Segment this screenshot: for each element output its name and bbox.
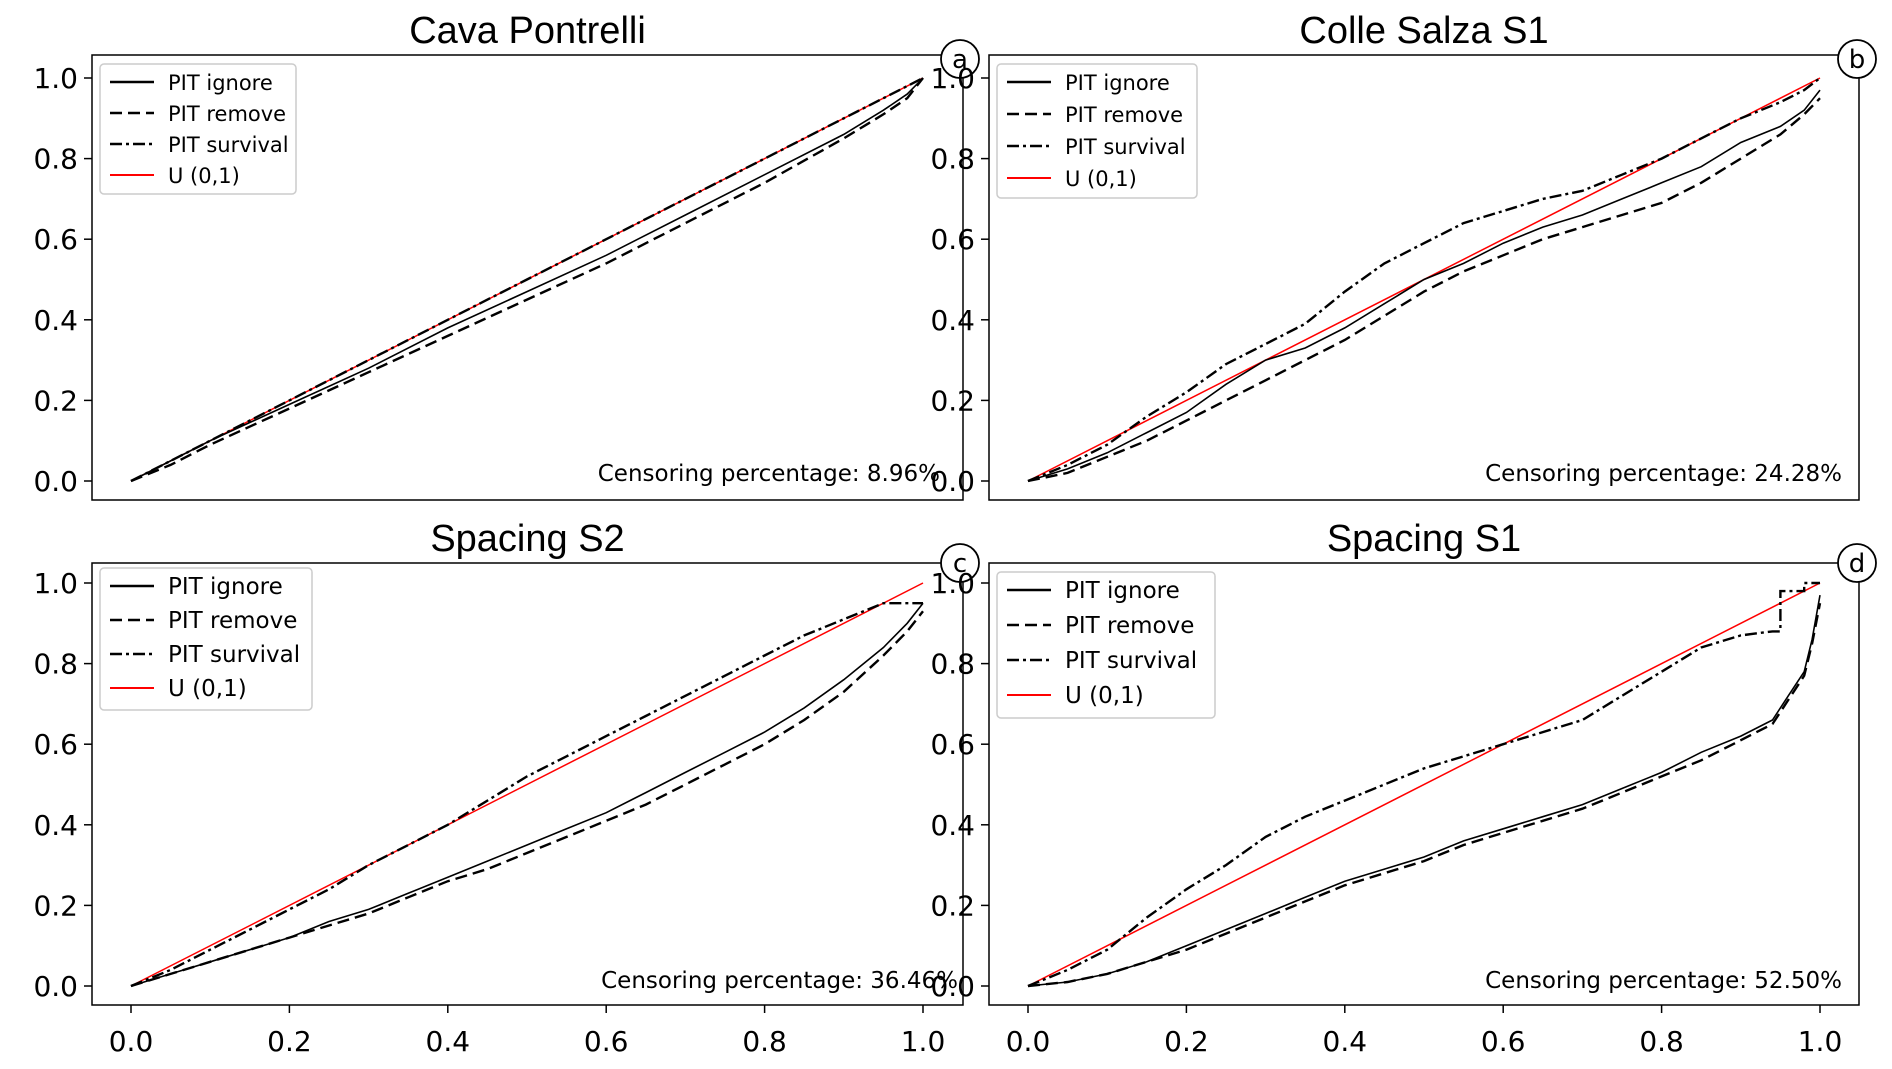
legend-box xyxy=(99,567,313,711)
legend-label: PIT remove xyxy=(168,102,286,126)
y-tick-label: 0.4 xyxy=(930,304,975,337)
series-line-pit-ignore xyxy=(1027,89,1821,482)
x-tick-label: 1.0 xyxy=(901,1025,946,1058)
x-tick-label: 0.4 xyxy=(1323,1025,1368,1058)
series-line-pit-remove xyxy=(1027,97,1821,483)
axes-frame xyxy=(91,562,964,1006)
y-tick-label: 0.4 xyxy=(33,304,78,337)
panel-badge xyxy=(1837,543,1877,583)
y-tick-label: 0.4 xyxy=(33,809,78,842)
legend-label: PIT remove xyxy=(168,608,297,634)
x-tick-label: 1.0 xyxy=(1798,1025,1843,1058)
series-line-pit-remove xyxy=(130,77,924,483)
series-line-u-0-1 xyxy=(1027,582,1821,987)
legend-box xyxy=(996,571,1216,719)
panel-badge xyxy=(1837,39,1877,79)
y-tick-label: 0.0 xyxy=(930,465,975,498)
legend-label: PIT ignore xyxy=(1065,71,1170,95)
legend-label: U (0,1) xyxy=(168,676,247,702)
y-tick-label: 0.0 xyxy=(33,970,78,1003)
chart-panel-b: Colle Salza S1 0.0 0.2 0.4 0.6 0.8 1.0 PIT igno… xyxy=(930,10,1877,501)
y-tick-label: 1.0 xyxy=(930,567,975,600)
panel-badge-label: b xyxy=(1849,45,1866,75)
y-tick-label: 0.2 xyxy=(930,384,975,417)
axes-frame xyxy=(988,54,1860,501)
panel-badge-label: c xyxy=(953,549,967,579)
censoring-annotation: Censoring percentage: 52.50% xyxy=(1485,968,1842,994)
legend-label: PIT remove xyxy=(1065,103,1183,127)
legend-label: U (0,1) xyxy=(1065,167,1137,191)
censoring-annotation: Censoring percentage: 36.46% xyxy=(601,968,958,994)
panel-badge xyxy=(940,543,980,583)
y-tick-label: 0.2 xyxy=(930,889,975,922)
legend-box xyxy=(99,63,297,195)
legend-box xyxy=(996,63,1198,199)
panel-badge-label: d xyxy=(1849,549,1866,579)
legend-label: PIT survival xyxy=(1065,135,1186,159)
panel-badge-label: a xyxy=(952,45,968,75)
y-tick-label: 0.6 xyxy=(930,223,975,256)
y-tick-label: 0.8 xyxy=(930,143,975,176)
series-line-pit-ignore xyxy=(1027,594,1821,987)
legend-label: U (0,1) xyxy=(1065,683,1144,709)
series-line-pit-remove xyxy=(130,610,924,988)
panel-title: Cava Pontrelli xyxy=(409,10,646,52)
y-tick-label: 0.6 xyxy=(33,728,78,761)
y-tick-label: 0.0 xyxy=(930,970,975,1003)
y-tick-label: 1.0 xyxy=(33,62,78,95)
y-tick-label: 0.0 xyxy=(33,465,78,498)
y-tick-label: 0.4 xyxy=(930,809,975,842)
chart-panel-c: Spacing S2 0.0 0.2 0.4 0.6 0.8 1.0 0.0 0.2 0.4 0.6… xyxy=(33,518,980,1058)
legend-label: PIT survival xyxy=(1065,648,1197,674)
y-tick-label: 1.0 xyxy=(930,62,975,95)
axes-frame xyxy=(91,54,964,501)
x-tick-label: 0.8 xyxy=(1639,1025,1684,1058)
panel-title: Spacing S1 xyxy=(1327,518,1521,560)
legend-label: PIT survival xyxy=(168,133,289,157)
series-line-pit-survival xyxy=(130,76,924,483)
x-tick-label: 0.6 xyxy=(584,1025,629,1058)
x-tick-label: 0.0 xyxy=(109,1025,154,1058)
series-line-pit-survival xyxy=(1027,581,1820,988)
series-line-pit-remove xyxy=(1027,602,1822,988)
panel-title: Colle Salza S1 xyxy=(1299,10,1548,52)
panel-title: Spacing S2 xyxy=(430,518,624,560)
y-tick-label: 0.2 xyxy=(33,384,78,417)
y-tick-label: 0.6 xyxy=(930,728,975,761)
y-tick-label: 0.8 xyxy=(33,143,78,176)
censoring-annotation: Censoring percentage: 24.28% xyxy=(1485,461,1842,487)
x-tick-label: 0.6 xyxy=(1481,1025,1526,1058)
legend-label: PIT ignore xyxy=(1065,578,1180,604)
y-tick-label: 0.8 xyxy=(33,648,78,681)
legend-label: U (0,1) xyxy=(168,164,240,188)
panel-badge xyxy=(940,39,980,79)
y-tick-label: 0.8 xyxy=(930,648,975,681)
legend-label: PIT ignore xyxy=(168,71,273,95)
x-tick-label: 0.2 xyxy=(1164,1025,1209,1058)
chart-panel-a: Cava Pontrelli 0.0 0.2 0.4 0.6 0.8 1.0 PIT igno… xyxy=(33,10,980,501)
legend-label: PIT survival xyxy=(168,642,300,668)
y-tick-label: 0.2 xyxy=(33,889,78,922)
censoring-annotation: Censoring percentage: 8.96% xyxy=(598,461,940,487)
legend-label: PIT remove xyxy=(1065,613,1194,639)
legend-label: PIT ignore xyxy=(168,574,283,600)
y-tick-label: 1.0 xyxy=(33,567,78,600)
x-tick-label: 0.0 xyxy=(1006,1025,1051,1058)
series-line-pit-survival xyxy=(1027,77,1821,483)
y-tick-label: 0.6 xyxy=(33,223,78,256)
series-line-pit-survival xyxy=(130,602,923,988)
chart-panel-d: Spacing S1 0.0 0.2 0.4 0.6 0.8 1.0 0.0 0.2 0.4 0.6… xyxy=(930,518,1877,1058)
series-line-u-0-1 xyxy=(130,582,924,987)
x-tick-label: 0.8 xyxy=(742,1025,787,1058)
x-tick-label: 0.2 xyxy=(267,1025,312,1058)
axes-frame xyxy=(988,562,1860,1006)
x-tick-label: 0.4 xyxy=(426,1025,471,1058)
